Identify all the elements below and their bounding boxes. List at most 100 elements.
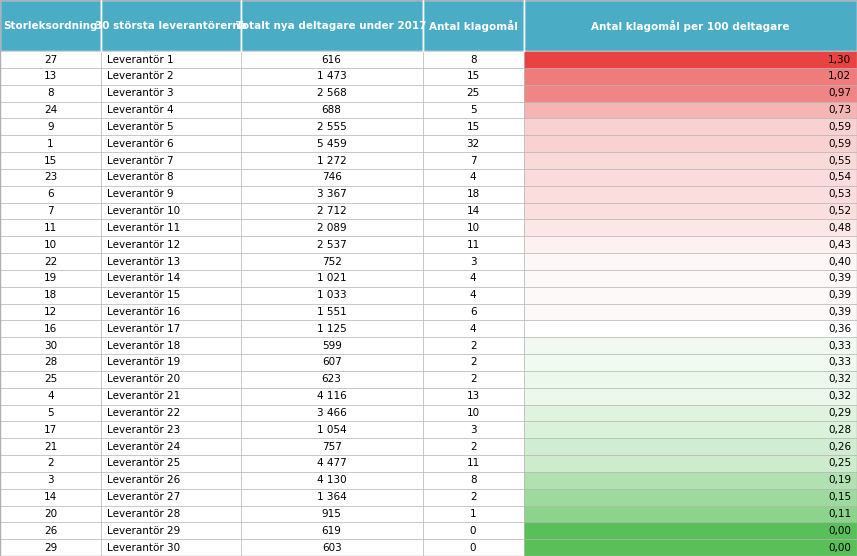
Bar	[423, 287, 524, 304]
Text: 0,33: 0,33	[828, 358, 851, 368]
Bar	[423, 118, 524, 135]
Bar	[423, 270, 524, 287]
Text: 8: 8	[470, 475, 476, 485]
Bar	[241, 202, 423, 220]
Bar	[101, 51, 241, 68]
Bar	[423, 438, 524, 455]
Text: 1 054: 1 054	[317, 425, 346, 435]
Bar	[423, 388, 524, 405]
Bar	[423, 455, 524, 472]
Text: 0,73: 0,73	[828, 105, 851, 115]
Bar	[241, 337, 423, 354]
Bar	[241, 320, 423, 337]
Bar	[0, 270, 101, 287]
Bar	[0, 236, 101, 253]
Bar	[423, 405, 524, 421]
Text: Storleksordning: Storleksordning	[3, 21, 98, 31]
Text: 0,59: 0,59	[828, 122, 851, 132]
Text: 0,39: 0,39	[828, 307, 851, 317]
Text: 3: 3	[470, 425, 476, 435]
Text: 1 364: 1 364	[317, 492, 346, 502]
Bar	[0, 371, 101, 388]
Text: 746: 746	[321, 172, 342, 182]
Bar	[524, 472, 857, 489]
Text: 0,40: 0,40	[828, 256, 851, 266]
Bar	[101, 354, 241, 371]
Bar	[0, 152, 101, 169]
Bar	[101, 505, 241, 522]
Text: 2: 2	[47, 459, 54, 469]
Text: 1 021: 1 021	[317, 274, 346, 284]
Bar	[423, 505, 524, 522]
Bar	[0, 539, 101, 556]
Bar	[241, 455, 423, 472]
Text: 0,00: 0,00	[828, 543, 851, 553]
Bar	[0, 405, 101, 421]
Text: 26: 26	[44, 526, 57, 536]
Text: 1 272: 1 272	[317, 156, 346, 166]
Bar	[101, 85, 241, 102]
Bar	[423, 202, 524, 220]
Text: 3 367: 3 367	[317, 189, 346, 199]
Text: 5: 5	[470, 105, 476, 115]
Text: Leverantör 19: Leverantör 19	[107, 358, 180, 368]
Bar	[101, 236, 241, 253]
Bar	[524, 421, 857, 438]
Text: 14: 14	[44, 492, 57, 502]
Text: Leverantör 9: Leverantör 9	[107, 189, 174, 199]
Text: 4 477: 4 477	[317, 459, 346, 469]
Bar	[524, 270, 857, 287]
Text: 18: 18	[466, 189, 480, 199]
Text: 4 130: 4 130	[317, 475, 346, 485]
Bar	[0, 505, 101, 522]
Text: 2 089: 2 089	[317, 223, 346, 233]
Bar	[101, 135, 241, 152]
Text: Leverantör 11: Leverantör 11	[107, 223, 180, 233]
Bar	[101, 539, 241, 556]
Bar	[0, 472, 101, 489]
Text: Leverantör 5: Leverantör 5	[107, 122, 174, 132]
Text: 32: 32	[466, 138, 480, 148]
Bar	[0, 337, 101, 354]
Text: 10: 10	[466, 408, 480, 418]
Bar	[524, 253, 857, 270]
Text: 23: 23	[44, 172, 57, 182]
Bar	[524, 489, 857, 505]
Text: 0,55: 0,55	[828, 156, 851, 166]
Bar	[101, 202, 241, 220]
Text: 19: 19	[44, 274, 57, 284]
Text: 0,28: 0,28	[828, 425, 851, 435]
Text: 2 555: 2 555	[317, 122, 346, 132]
Text: Leverantör 2: Leverantör 2	[107, 71, 174, 81]
Text: Leverantör 8: Leverantör 8	[107, 172, 174, 182]
Text: 0,32: 0,32	[828, 391, 851, 401]
Text: 1: 1	[470, 509, 476, 519]
Text: Leverantör 17: Leverantör 17	[107, 324, 180, 334]
Text: 752: 752	[321, 256, 342, 266]
Bar	[0, 220, 101, 236]
Text: 0,29: 0,29	[828, 408, 851, 418]
Bar	[241, 472, 423, 489]
Text: 607: 607	[321, 358, 342, 368]
Bar	[241, 371, 423, 388]
Bar	[241, 438, 423, 455]
Text: 25: 25	[44, 374, 57, 384]
Bar	[101, 438, 241, 455]
Bar	[101, 220, 241, 236]
Bar	[101, 270, 241, 287]
Bar	[0, 354, 101, 371]
Bar	[241, 186, 423, 202]
Bar	[524, 304, 857, 320]
Text: 9: 9	[47, 122, 54, 132]
Text: 599: 599	[321, 341, 342, 351]
Text: Leverantör 3: Leverantör 3	[107, 88, 174, 98]
Text: 619: 619	[321, 526, 342, 536]
Text: 5: 5	[47, 408, 54, 418]
Bar	[423, 152, 524, 169]
Bar	[241, 505, 423, 522]
Text: 15: 15	[44, 156, 57, 166]
Bar	[524, 102, 857, 118]
Bar	[0, 438, 101, 455]
Bar	[524, 0, 857, 51]
Text: 0,15: 0,15	[828, 492, 851, 502]
